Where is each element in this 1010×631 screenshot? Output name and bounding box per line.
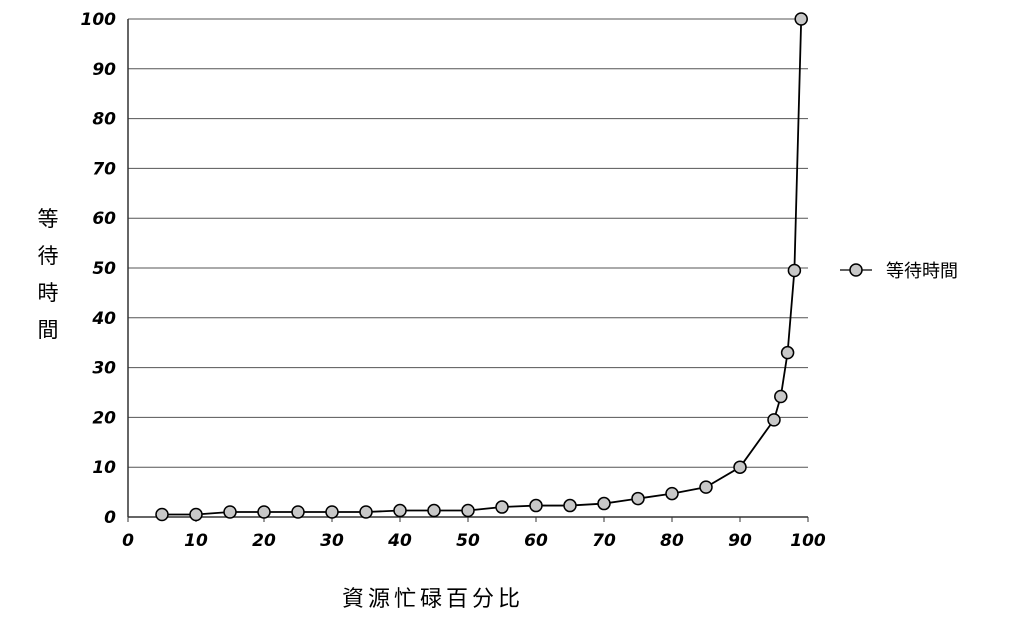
- series-line: [162, 18, 803, 516]
- y-axis-label-char: 等: [38, 207, 59, 231]
- data-point: [495, 500, 509, 514]
- y-tick-label: 0: [104, 508, 116, 528]
- x-tick-label: 20: [252, 531, 276, 551]
- x-tick-label: 100: [790, 531, 826, 551]
- data-point: [780, 345, 795, 360]
- y-tick-label: 80: [92, 110, 116, 130]
- data-point: [359, 505, 373, 519]
- data-point: [631, 491, 645, 506]
- y-tick-label: 50: [92, 259, 116, 279]
- legend: 等待時間: [840, 261, 958, 282]
- axes: [127, 19, 809, 522]
- y-axis-label-char: 時: [38, 281, 59, 305]
- data-point: [461, 503, 475, 518]
- axis-labels: 資源忙碌百分比 等待時間: [38, 207, 524, 612]
- gridlines: [128, 18, 808, 518]
- y-axis-label: 等待時間: [38, 207, 59, 342]
- data-point: [257, 505, 271, 519]
- x-tick-label: 60: [524, 531, 548, 551]
- data-point: [427, 503, 441, 518]
- data-point: [767, 413, 781, 427]
- x-tick-label: 0: [122, 531, 134, 551]
- data-point: [597, 496, 611, 511]
- data-point: [733, 460, 747, 474]
- y-tick-label: 30: [92, 359, 116, 379]
- data-point: [563, 498, 577, 513]
- data-point: [393, 503, 407, 518]
- series-layer: [155, 12, 808, 522]
- x-tick-label: 10: [184, 531, 208, 551]
- x-tick-label: 40: [387, 531, 412, 551]
- y-tick-label: 100: [81, 10, 117, 30]
- legend-marker: [849, 263, 863, 277]
- data-point: [794, 12, 808, 26]
- data-point: [529, 498, 543, 513]
- y-axis-label-char: 間: [38, 318, 59, 342]
- y-tick-label: 90: [92, 60, 116, 80]
- y-tick-label: 40: [91, 309, 116, 329]
- x-axis-label: 資源忙碌百分比: [342, 587, 524, 612]
- y-axis-label-char: 待: [38, 244, 59, 268]
- y-tick-label: 10: [92, 458, 116, 478]
- y-tick-label: 60: [92, 209, 116, 229]
- legend-label: 等待時間: [886, 261, 958, 282]
- data-point: [787, 263, 802, 278]
- data-point: [291, 505, 305, 519]
- x-tick-label: 90: [728, 531, 752, 551]
- tick-labels: 0 10 20 30 40 50 60 70 80 90 100 0 10 20 30 40 50 60 70 80 9…: [81, 10, 826, 551]
- x-tick-label: 80: [660, 531, 684, 551]
- y-tick-label: 20: [92, 408, 116, 428]
- x-tick-label: 50: [456, 531, 480, 551]
- data-point: [223, 505, 237, 519]
- data-point: [665, 486, 679, 501]
- data-point: [774, 389, 788, 404]
- data-point: [325, 505, 339, 519]
- data-point: [155, 507, 169, 522]
- data-point: [699, 480, 713, 494]
- x-tick-label: 70: [592, 531, 616, 551]
- x-tick-label: 30: [320, 531, 344, 551]
- y-tick-label: 70: [92, 159, 116, 179]
- data-point: [189, 507, 203, 522]
